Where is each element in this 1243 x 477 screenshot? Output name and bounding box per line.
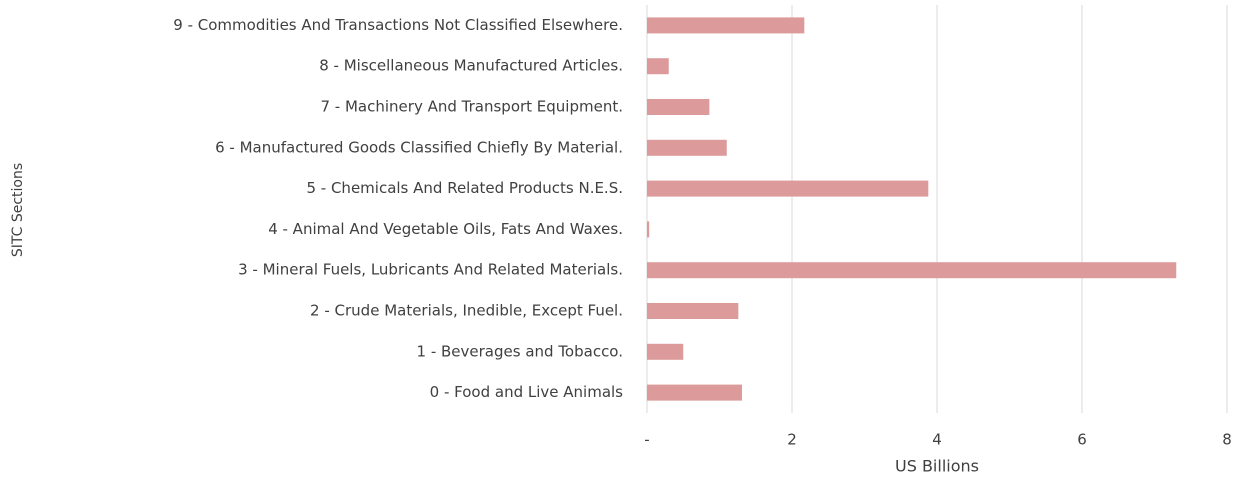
y-tick-label: 6 - Manufactured Goods Classified Chiefl… xyxy=(215,138,623,156)
bar xyxy=(647,139,727,156)
x-tick-label: 4 xyxy=(932,431,942,449)
y-tick-label: 8 - Miscellaneous Manufactured Articles. xyxy=(319,57,623,75)
y-tick-label: 1 - Beverages and Tobacco. xyxy=(417,342,623,360)
y-tick-label: 9 - Commodities And Transactions Not Cla… xyxy=(173,16,623,34)
y-tick-label: 3 - Mineral Fuels, Lubricants And Relate… xyxy=(238,261,623,279)
bar xyxy=(647,303,739,319)
y-tick-label: 2 - Crude Materials, Inedible, Except Fu… xyxy=(310,302,623,320)
bar xyxy=(647,58,669,75)
bar xyxy=(647,180,929,197)
y-tick-label: 5 - Chemicals And Related Products N.E.S… xyxy=(306,179,623,197)
x-tick-label: 2 xyxy=(787,431,797,449)
y-tick-label: 0 - Food and Live Animals xyxy=(430,383,624,401)
x-axis-title: US Billions xyxy=(895,457,979,476)
bar xyxy=(647,343,684,360)
bar xyxy=(647,221,650,238)
bar xyxy=(647,384,742,401)
y-axis-title: SITC Sections xyxy=(10,163,26,257)
bar xyxy=(647,17,805,34)
x-tick-label: 8 xyxy=(1222,431,1232,449)
x-tick-label: - xyxy=(644,431,649,449)
y-tick-label: 4 - Animal And Vegetable Oils, Fats And … xyxy=(268,220,623,238)
bar xyxy=(647,99,710,115)
bar xyxy=(647,262,1177,279)
y-tick-label: 7 - Machinery And Transport Equipment. xyxy=(321,98,624,116)
x-tick-label: 6 xyxy=(1077,431,1087,449)
